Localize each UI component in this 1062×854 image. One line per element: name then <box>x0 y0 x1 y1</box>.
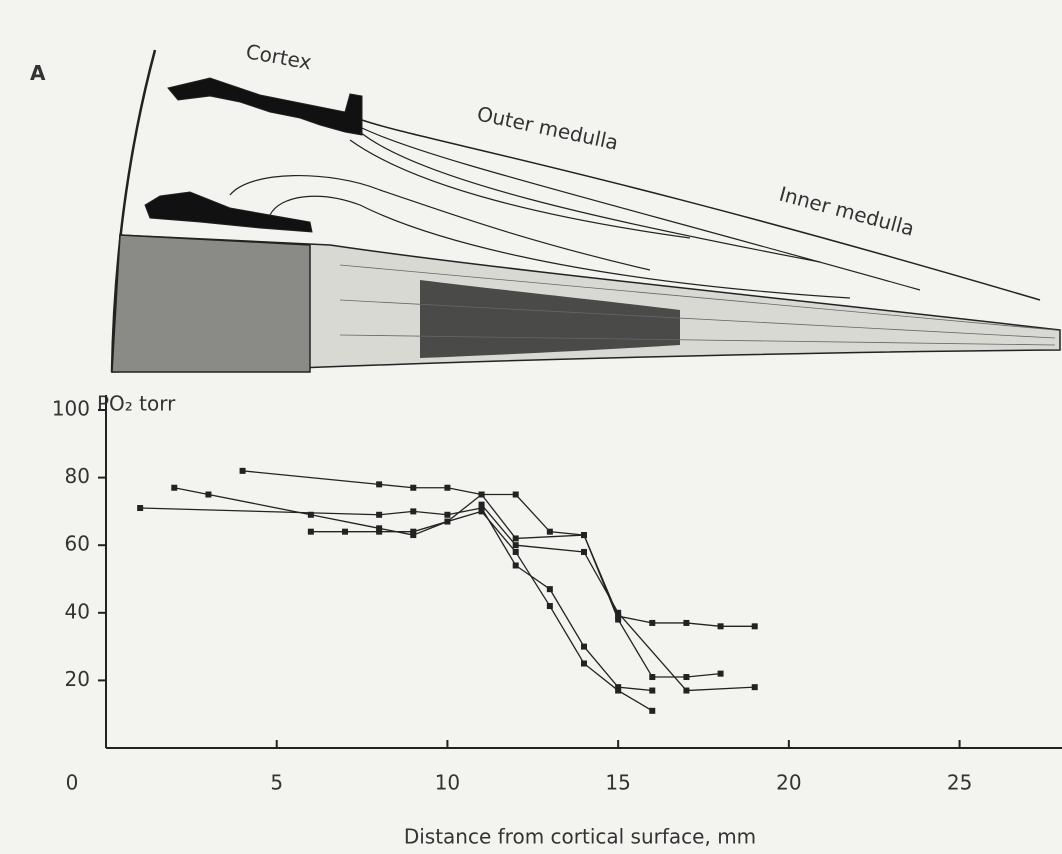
data-point <box>307 511 314 518</box>
y-axis-label: PO₂ torr <box>97 392 176 416</box>
y-tick-label: 40 <box>65 599 90 623</box>
data-point <box>581 660 587 667</box>
data-point <box>581 532 587 539</box>
data-point <box>683 687 690 694</box>
data-point <box>171 484 178 491</box>
data-point <box>615 613 622 620</box>
data-line <box>174 487 755 627</box>
data-point <box>546 586 553 593</box>
data-point <box>342 528 348 535</box>
data-point <box>478 491 485 498</box>
x-tick-label: 15 <box>605 771 630 795</box>
data-point <box>649 707 656 714</box>
data-line <box>242 470 721 678</box>
data-point <box>478 505 485 512</box>
panel-label: A <box>30 61 46 85</box>
y-tick-label: 80 <box>65 464 90 488</box>
data-line <box>140 507 653 692</box>
data-point <box>615 616 622 623</box>
data-point <box>444 484 451 491</box>
data-point <box>581 643 587 650</box>
data-point <box>649 619 656 626</box>
data-point <box>512 562 519 569</box>
data-point <box>751 623 758 630</box>
data-point <box>546 603 553 610</box>
data-point <box>751 684 758 691</box>
data-line <box>481 504 755 692</box>
data-point <box>205 491 212 498</box>
x-axis-label: Distance from cortical surface, mm <box>404 825 756 849</box>
x-tick-label: 5 <box>270 771 283 795</box>
data-point <box>239 467 246 474</box>
data-point <box>512 491 519 498</box>
data-point <box>546 528 553 535</box>
data-point <box>410 532 417 539</box>
y-tick-label: 100 <box>52 397 90 421</box>
data-point <box>649 674 656 681</box>
y-tick-label: 20 <box>65 667 90 691</box>
data-point <box>137 505 144 512</box>
data-point <box>615 687 622 694</box>
data-point <box>649 687 656 694</box>
data-point <box>581 548 587 555</box>
data-point <box>376 528 383 535</box>
data-point <box>478 508 485 515</box>
data-point <box>410 508 417 515</box>
data-point <box>376 481 383 488</box>
data-point <box>410 484 417 491</box>
data-point <box>717 670 724 677</box>
data-point <box>717 623 724 630</box>
kidney-diagram <box>110 49 1061 373</box>
data-point <box>512 535 519 542</box>
data-point <box>478 501 485 508</box>
x-tick-label: 25 <box>947 771 972 795</box>
data-point <box>376 511 383 518</box>
data-point <box>444 511 451 518</box>
data-point <box>512 548 519 555</box>
y-tick-label: 60 <box>65 532 90 556</box>
data-line <box>310 510 653 712</box>
data-point <box>683 619 690 626</box>
data-point <box>376 525 383 532</box>
data-point <box>410 528 417 535</box>
data-point <box>615 684 622 691</box>
x-tick-label: 0 <box>66 771 79 795</box>
x-tick-label: 20 <box>776 771 801 795</box>
data-point <box>512 542 519 549</box>
data-point <box>615 609 622 616</box>
data-point <box>307 528 314 535</box>
x-tick-label: 10 <box>435 771 460 795</box>
data-point <box>683 674 690 681</box>
